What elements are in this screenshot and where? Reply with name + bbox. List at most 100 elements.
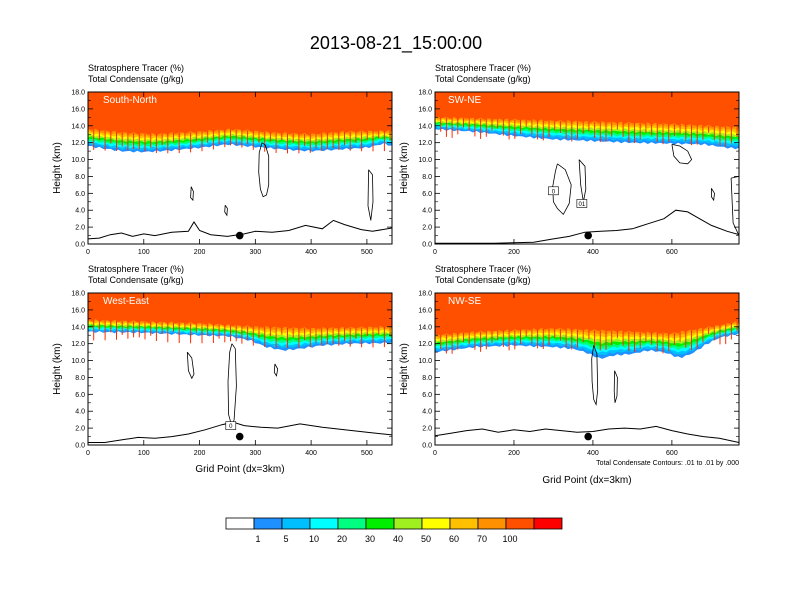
colorbar-box xyxy=(309,517,339,530)
terrain-line xyxy=(435,425,739,443)
y-tick-label: 10.0 xyxy=(71,358,85,365)
terrain-line xyxy=(435,209,739,244)
y-tick-label: 8.0 xyxy=(422,174,432,181)
colorbar-box xyxy=(477,517,507,530)
condensate-contour xyxy=(552,163,572,216)
y-tick-label: 12.0 xyxy=(418,341,432,348)
y-tick-label: 18.0 xyxy=(418,90,432,97)
condensate-contour xyxy=(190,186,194,202)
y-tick-label: 6.0 xyxy=(422,191,432,198)
colorbar-label: 30 xyxy=(365,534,375,544)
figure-title: 2013-08-21_15:00:00 xyxy=(310,33,482,54)
colorbar-label: 10 xyxy=(309,534,319,544)
y-tick-label: 8.0 xyxy=(422,375,432,382)
y-tick-label: 4.0 xyxy=(75,409,85,416)
y-tick-label: 4.0 xyxy=(422,208,432,215)
y-tick-label: 12.0 xyxy=(71,140,85,147)
condensate-contour xyxy=(578,159,587,202)
y-tick-label: 0.0 xyxy=(75,242,85,249)
x-tick-label: 400 xyxy=(587,450,599,457)
location-marker xyxy=(584,231,592,240)
colorbar-box xyxy=(337,517,367,530)
panel-nw-se: 0 200 400 600 0.0 2.0 4.0 6.0 8.0 10.0 12.0 14.0 16.… xyxy=(418,291,740,457)
y-tick-label: 18.0 xyxy=(418,291,432,298)
y-tick-label: 16.0 xyxy=(418,307,432,314)
y-tick-label: 6.0 xyxy=(75,191,85,198)
contour-label: 0 xyxy=(229,424,233,430)
colorbar: 1 5 10 20 30 40 50 60 70 100 xyxy=(225,517,563,544)
colorbar-label: 60 xyxy=(449,534,459,544)
tracer-band xyxy=(88,92,392,136)
panel-name: SW-NE xyxy=(448,95,481,106)
y-tick-label: 2.0 xyxy=(75,426,85,433)
plot-clip-group: 0 01 xyxy=(435,92,739,244)
panel-sw-ne: 0 01 0 200 400 600 0.0 2.0 4.0 6.0 8.0 10.0 12.0 14.0… xyxy=(418,90,740,256)
x-tick-label: 300 xyxy=(249,450,261,457)
condensate-contour xyxy=(711,188,715,202)
colorbar-label: 5 xyxy=(283,534,288,544)
colorbar-label: 100 xyxy=(502,534,517,544)
condensate-contour xyxy=(224,204,228,217)
y-tick-label: 0.0 xyxy=(422,443,432,450)
tracer-band xyxy=(435,293,739,335)
condensate-contour xyxy=(730,175,739,236)
condensate-contour xyxy=(613,370,618,403)
colorbar-box xyxy=(393,517,423,530)
y-tick-label: 14.0 xyxy=(71,123,85,130)
location-marker xyxy=(584,432,592,441)
contour-label: 01 xyxy=(579,202,586,208)
location-marker xyxy=(235,231,244,240)
y-tick-label: 16.0 xyxy=(418,106,432,113)
colorbar-box xyxy=(449,517,479,530)
x-tick-label: 600 xyxy=(666,450,678,457)
condensate-contour xyxy=(273,363,279,377)
x-axis-label: Grid Point (dx=3km) xyxy=(542,475,631,486)
y-tick-label: 16.0 xyxy=(71,307,85,314)
x-tick-label: 0 xyxy=(86,450,90,457)
y-tick-label: 10.0 xyxy=(71,157,85,164)
y-tick-label: 8.0 xyxy=(75,174,85,181)
colorbar-box xyxy=(225,517,255,530)
panel-header-condensate: Total Condensate (g/kg) xyxy=(435,275,531,285)
colorbar-box xyxy=(533,517,563,530)
condensate-contour xyxy=(258,142,270,198)
colorbar-label: 70 xyxy=(477,534,487,544)
colorbar-label: 1 xyxy=(255,534,260,544)
panel-header-tracer: Stratosphere Tracer (%) xyxy=(435,63,531,73)
x-tick-label: 400 xyxy=(305,450,317,457)
y-axis-label: Height (km) xyxy=(52,142,63,194)
y-axis-label: Height (km) xyxy=(52,343,63,395)
x-tick-label: 200 xyxy=(194,249,206,256)
tracer-band xyxy=(88,293,392,330)
colorbar-box xyxy=(253,517,283,530)
contour-note: Total Condensate Contours: .01 to .01 by… xyxy=(596,460,739,467)
y-tick-label: 2.0 xyxy=(422,225,432,232)
x-tick-label: 200 xyxy=(194,450,206,457)
x-axis-label: Grid Point (dx=3km) xyxy=(195,464,284,475)
plot-clip-group xyxy=(435,293,739,445)
panel-header-tracer: Stratosphere Tracer (%) xyxy=(88,264,184,274)
condensate-contour xyxy=(186,351,195,380)
condensate-contour xyxy=(671,144,693,165)
y-tick-label: 12.0 xyxy=(418,140,432,147)
x-tick-label: 500 xyxy=(361,249,373,256)
contour-label-box xyxy=(225,421,237,430)
y-tick-label: 4.0 xyxy=(422,409,432,416)
colorbar-label: 20 xyxy=(337,534,347,544)
panel-header-condensate: Total Condensate (g/kg) xyxy=(88,275,184,285)
panel-name: West-East xyxy=(103,296,149,307)
y-axis-label: Height (km) xyxy=(399,142,410,194)
y-tick-label: 18.0 xyxy=(71,90,85,97)
x-tick-label: 400 xyxy=(587,249,599,256)
y-tick-label: 16.0 xyxy=(71,106,85,113)
panel-name: South-North xyxy=(103,95,157,106)
x-tick-label: 100 xyxy=(138,249,150,256)
panel-south-north: 0 100 200 300 400 500 0.0 2.0 4.0 6.0 8.0 10.0 12.0 1… xyxy=(71,90,393,256)
plot-clip-group: 0 xyxy=(88,293,392,445)
terrain-line xyxy=(88,219,392,240)
colorbar-box xyxy=(281,517,311,530)
contour-label-box xyxy=(548,186,559,196)
panel-header-tracer: Stratosphere Tracer (%) xyxy=(88,63,184,73)
colorbar-label: 40 xyxy=(393,534,403,544)
